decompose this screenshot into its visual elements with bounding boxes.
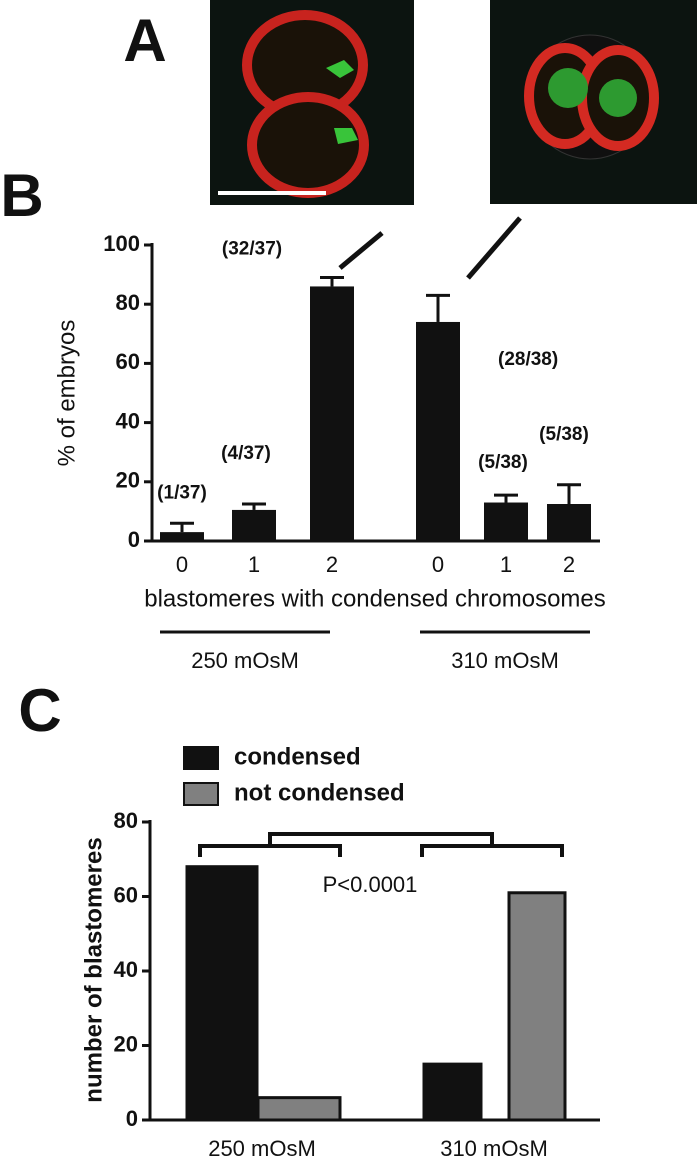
panel-label: A: [123, 7, 166, 74]
y-tick-label: 40: [116, 408, 140, 433]
annotation: (5/38): [478, 452, 528, 473]
bar: [185, 865, 259, 1122]
x-tick-label: 2: [563, 552, 575, 577]
x-tick-label: 0: [432, 552, 444, 577]
chromosomes: [334, 128, 358, 144]
annotation: (1/37): [157, 482, 207, 503]
bar: [310, 286, 354, 541]
nucleus: [599, 79, 637, 117]
micrograph-left: [210, 0, 414, 205]
bar: [547, 504, 591, 541]
y-axis-label: % of embryos: [53, 320, 80, 467]
y-tick-label: 20: [116, 468, 140, 493]
legend-label: condensed: [234, 743, 361, 770]
legend-label: not condensed: [234, 779, 405, 806]
significance-bracket: [198, 844, 342, 857]
legend-swatch: [183, 746, 219, 770]
cell: [247, 92, 369, 198]
y-tick-label: 60: [114, 882, 138, 907]
group-label: 310 mOsM: [451, 648, 559, 673]
panel-label: B: [0, 162, 43, 229]
x-tick-label: 310 mOsM: [440, 1136, 548, 1161]
y-tick-label: 40: [114, 957, 138, 982]
nucleus: [548, 68, 588, 108]
bar: [256, 1096, 342, 1122]
bar: [416, 321, 460, 541]
callout-line: [466, 216, 522, 280]
y-tick-label: 80: [114, 808, 138, 833]
x-tick-label: 1: [500, 552, 512, 577]
y-tick-label: 80: [116, 290, 140, 315]
chromosomes: [326, 60, 354, 78]
annotation: (5/38): [539, 424, 589, 445]
x-tick-label: 0: [176, 552, 188, 577]
annotation: (4/37): [221, 443, 271, 464]
bar: [232, 509, 276, 541]
bar: [507, 891, 567, 1122]
y-tick-label: 0: [126, 1106, 138, 1131]
micrograph-right: [490, 0, 697, 204]
significance-bracket: [268, 832, 494, 846]
bar: [484, 502, 528, 541]
significance-bracket: [420, 844, 564, 857]
x-axis-label: blastomeres with condensed chromosomes: [144, 585, 606, 612]
x-tick-label: 2: [326, 552, 338, 577]
callout-line: [338, 231, 384, 270]
x-tick-label: 1: [248, 552, 260, 577]
legend-swatch: [183, 782, 219, 806]
bar: [422, 1062, 483, 1122]
group-label: 250 mOsM: [191, 648, 299, 673]
annotation: (28/38): [498, 349, 558, 370]
y-axis-label: number of blastomeres: [80, 837, 107, 1102]
annotation: P<0.0001: [323, 872, 418, 897]
y-tick-label: 60: [116, 349, 140, 374]
y-tick-label: 20: [114, 1031, 138, 1056]
panel-label: C: [18, 677, 61, 744]
annotation: (32/37): [222, 239, 282, 260]
y-tick-label: 100: [103, 231, 140, 256]
bar: [160, 532, 204, 541]
y-tick-label: 0: [128, 527, 140, 552]
x-tick-label: 250 mOsM: [208, 1136, 316, 1161]
